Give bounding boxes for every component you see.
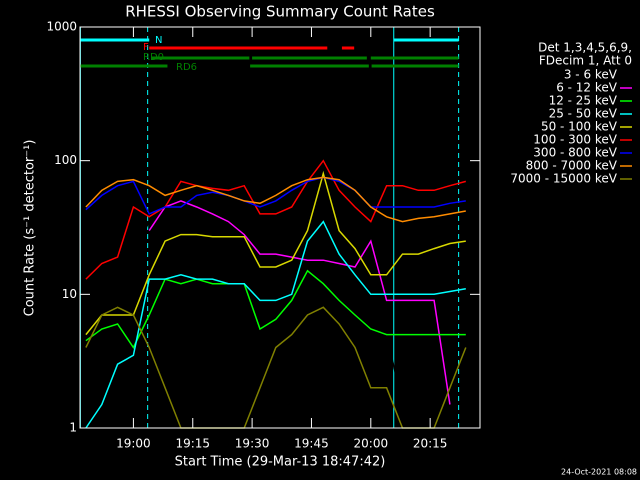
legend-label: 800 - 7000 keV — [526, 159, 618, 173]
legend-label: 3 - 6 keV — [564, 68, 618, 82]
series-line — [85, 170, 466, 336]
series-line — [85, 269, 466, 349]
x-tick-label: 19:30 — [235, 437, 270, 451]
x-axis-label: Start Time (29-Mar-13 18:47:42) — [175, 455, 386, 470]
x-tick-label: 19:45 — [294, 437, 329, 451]
footer: 24-Oct-2021 08:08 — [561, 468, 637, 477]
series-line — [85, 306, 467, 429]
legend-label: 25 - 50 keV — [549, 107, 618, 121]
x-tick-label: 19:15 — [175, 437, 210, 451]
series-line — [85, 176, 466, 215]
plot-frame — [79, 26, 481, 429]
flag-label: N — [155, 35, 162, 46]
legend-label: 100 - 300 keV — [533, 133, 617, 147]
y-axis-label: Count Rate (s⁻¹ detector⁻¹) — [23, 140, 38, 317]
y-tick-label: 10 — [62, 287, 77, 301]
series-line — [85, 220, 466, 429]
series-line — [132, 202, 404, 405]
x-tick-label: 20:15 — [413, 437, 448, 451]
legend-label: 6 - 12 keV — [556, 81, 618, 95]
y-tick-label: 100 — [54, 153, 77, 167]
legend-label: 7000 - 15000 keV — [510, 172, 617, 186]
flag-label: RD0 — [143, 52, 164, 63]
legend-header: Det 1,3,4,5,6,9, — [538, 41, 632, 55]
legend-label: 300 - 800 keV — [533, 146, 617, 160]
y-tick-label: 1 — [69, 421, 77, 435]
x-tick-label: 20:00 — [354, 437, 389, 451]
series-line — [148, 200, 451, 405]
flag-label: F — [143, 42, 149, 53]
x-tick-label: 19:00 — [116, 437, 151, 451]
chart-title: RHESSI Observing Summary Count Rates — [125, 3, 435, 21]
series-line — [85, 159, 466, 280]
legend-label: 50 - 100 keV — [541, 120, 618, 134]
y-tick-label: 1000 — [46, 20, 77, 34]
legend-label: 12 - 25 keV — [549, 94, 618, 108]
legend-header: FDecim 1, Att 0 — [539, 54, 632, 68]
series-line — [85, 176, 466, 223]
flag-label: RD6 — [176, 62, 197, 73]
